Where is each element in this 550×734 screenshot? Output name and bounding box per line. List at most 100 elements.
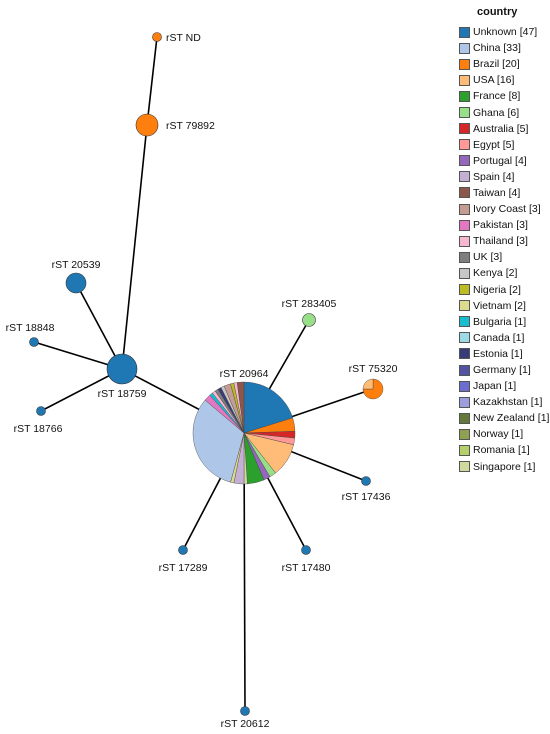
pie-slice [192, 399, 245, 483]
node-label: rST 18766 [14, 423, 63, 435]
tree-node[interactable] [65, 272, 87, 294]
tree-nodes [29, 32, 384, 716]
legend-swatch [459, 171, 470, 183]
tree-edge [121, 124, 148, 370]
tree-node[interactable] [240, 706, 250, 716]
legend-swatch [459, 26, 470, 38]
minimum-spanning-tree: rST 20964 rST 18759 rST 20539 rST 79892 rST … [6, 32, 398, 730]
node-label: rST 17289 [159, 562, 208, 574]
node-label: rST 75320 [349, 363, 398, 375]
legend-item: Brazil [20] [459, 56, 549, 72]
tree-edges [33, 36, 374, 712]
legend-label: New Zealand [1] [473, 412, 550, 425]
legend-label: Romania [1] [473, 444, 530, 457]
legend-label: Australia [5] [473, 122, 529, 135]
tree-node[interactable] [301, 545, 311, 555]
legend-item: Unknown [47] [459, 24, 549, 40]
legend-item: Estonia [1] [459, 346, 549, 362]
legend-item: Nigeria [2] [459, 282, 549, 298]
pie-slice [301, 545, 311, 555]
legend-item: Egypt [5] [459, 137, 549, 153]
legend-swatch [459, 461, 470, 473]
legend-item: Australia [5] [459, 121, 549, 137]
legend-item: Spain [4] [459, 169, 549, 185]
legend-label: China [33] [473, 42, 521, 55]
legend-label: Ivory Coast [3] [473, 203, 541, 216]
legend-swatch [459, 396, 470, 408]
pie-slice [106, 353, 138, 385]
legend-swatch [459, 332, 470, 344]
legend-item: Taiwan [4] [459, 185, 549, 201]
legend-label: Kazakhstan [1] [473, 396, 543, 409]
legend-item: Germany [1] [459, 362, 549, 378]
legend-item: Vietnam [2] [459, 298, 549, 314]
legend-item: Romania [1] [459, 442, 549, 458]
legend-swatch [459, 203, 470, 215]
legend-label: Egypt [5] [473, 138, 515, 151]
legend-item: Thailand [3] [459, 233, 549, 249]
tree-node[interactable] [362, 378, 384, 400]
pie-slice [29, 337, 39, 347]
legend-label: Spain [4] [473, 170, 515, 183]
tree-node[interactable] [152, 32, 162, 42]
legend-swatch [459, 300, 470, 312]
legend-swatch [459, 42, 470, 54]
tree-node[interactable] [361, 476, 371, 486]
legend-swatch [459, 316, 470, 328]
legend-label: Ghana [6] [473, 106, 520, 119]
legend-label: Norway [1] [473, 428, 524, 441]
legend-item: France [8] [459, 88, 549, 104]
legend-swatch [459, 123, 470, 135]
legend-label: UK [3] [473, 251, 503, 264]
legend-swatch [459, 412, 470, 424]
legend-label: Germany [1] [473, 364, 531, 377]
node-label: rST 17436 [342, 491, 391, 503]
tree-node[interactable] [135, 113, 159, 137]
tree-node-labels: rST 20964 rST 18759 rST 20539 rST 79892 rST … [6, 32, 398, 730]
legend-label: France [8] [473, 90, 521, 103]
node-label: rST 20539 [52, 259, 101, 271]
legend-title: country [477, 6, 518, 18]
legend-label: Thailand [3] [473, 235, 528, 248]
legend-item: Pakistan [3] [459, 217, 549, 233]
pie-slice [36, 406, 46, 416]
legend-label: Kenya [2] [473, 267, 518, 280]
tree-node[interactable] [36, 406, 46, 416]
legend-swatch [459, 284, 470, 296]
pie-slice [302, 313, 316, 327]
node-label: rST 79892 [166, 120, 215, 132]
tree-node[interactable] [29, 337, 39, 347]
tree-node[interactable] [192, 381, 296, 485]
legend-item: Singapore [1] [459, 459, 549, 475]
legend-swatch [459, 348, 470, 360]
legend-swatch [459, 364, 470, 376]
country-legend: country Unknown [47] China [33] Brazil [20… [459, 6, 549, 475]
tree-node[interactable] [302, 313, 316, 327]
pie-slice [152, 32, 162, 42]
legend-label: Vietnam [2] [473, 299, 526, 312]
legend-label: Brazil [20] [473, 58, 520, 71]
legend-item: China [33] [459, 40, 549, 56]
legend-item: Japan [1] [459, 378, 549, 394]
legend-items: Unknown [47] China [33] Brazil [20] USA [16… [459, 24, 549, 475]
legend-item: New Zealand [1] [459, 410, 549, 426]
pie-slice [240, 706, 250, 716]
pie-slice [361, 476, 371, 486]
node-label: rST 283405 [282, 298, 337, 310]
legend-swatch [459, 74, 470, 86]
legend-item: UK [3] [459, 249, 549, 265]
legend-swatch [459, 58, 470, 70]
legend-label: Nigeria [2] [473, 283, 521, 296]
tree-node[interactable] [106, 353, 138, 385]
legend-label: Estonia [1] [473, 347, 523, 360]
tree-node[interactable] [178, 545, 188, 555]
legend-item: Canada [1] [459, 330, 549, 346]
legend-label: USA [16] [473, 74, 515, 87]
legend-item: USA [16] [459, 72, 549, 88]
legend-swatch [459, 155, 470, 167]
legend-label: Bulgaria [1] [473, 315, 527, 328]
pie-slice [236, 381, 245, 434]
legend-swatch [459, 219, 470, 231]
tree-edge [33, 341, 123, 370]
legend-swatch [459, 267, 470, 279]
